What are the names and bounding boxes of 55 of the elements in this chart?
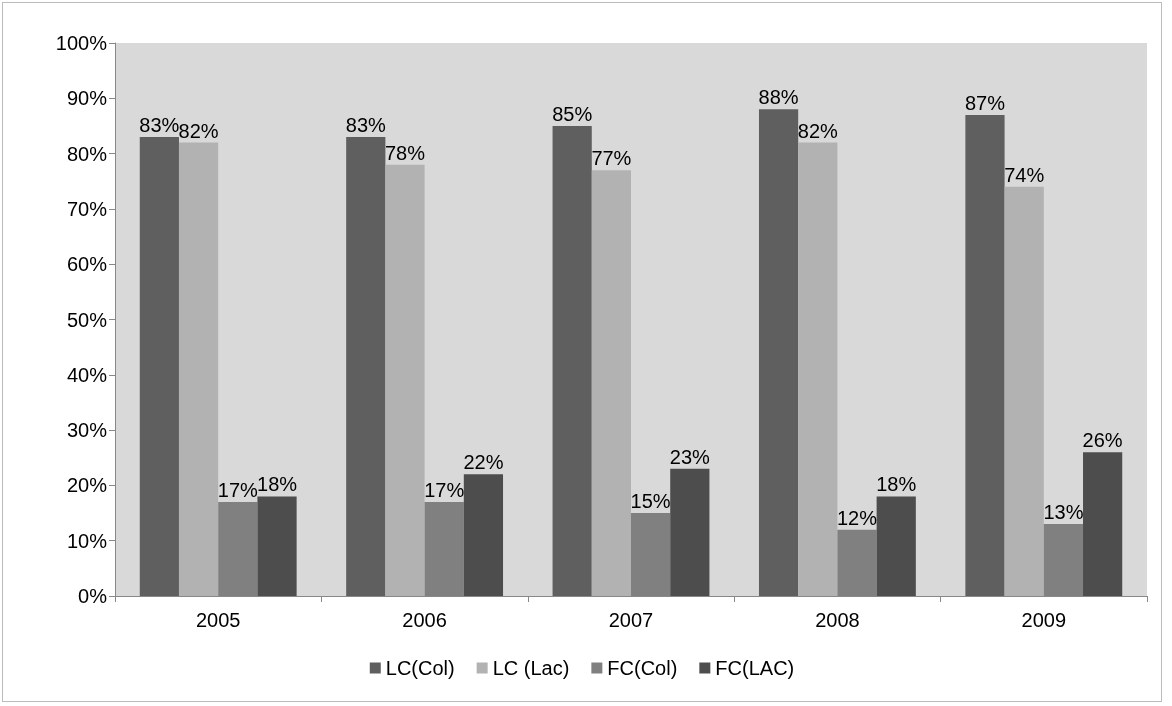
bar [346,137,386,596]
bar [257,496,297,596]
x-tick-label: 2007 [608,609,654,631]
legend-label: FC(LAC) [715,657,795,679]
bar [591,170,631,596]
y-tick-label: 40% [66,363,108,386]
legend-label: FC(Col) [607,657,678,679]
bar [876,496,916,596]
data-label: 82% [178,119,219,142]
bar [385,164,425,596]
bar [758,109,799,596]
bar [670,468,710,596]
data-label: 77% [591,147,632,170]
data-label: 83% [139,114,180,137]
legend-label: LC (Lac) [492,657,570,679]
data-label: 85% [552,102,593,125]
data-label: 88% [758,86,799,109]
data-label: 23% [669,445,711,468]
bar [1004,186,1044,596]
y-tick-label: 10% [66,529,108,552]
y-tick-label: 60% [66,253,108,276]
y-tick-label: 70% [66,197,108,220]
bar [178,142,219,596]
data-label: 17% [424,478,465,501]
x-tick-label: 2006 [402,609,447,631]
bar [965,114,1005,596]
y-tick-label: 20% [66,474,108,497]
data-label: 15% [630,490,671,513]
y-tick-label: 80% [66,142,108,165]
x-tick-label: 2008 [815,609,860,631]
y-tick-label: 30% [66,419,108,442]
legend-label: LC(Col) [385,657,455,679]
data-label: 26% [1082,429,1123,452]
bar [552,125,592,596]
y-tick-label: 100% [55,32,108,54]
x-tick-label: 2009 [1021,609,1067,631]
data-label: 18% [876,473,917,496]
data-label: 12% [836,506,878,529]
bar [798,142,838,596]
bar [1083,452,1123,596]
bar [139,137,179,596]
data-label: 78% [384,141,426,164]
y-tick-label: 0% [78,585,108,607]
data-label: 13% [1043,501,1084,524]
y-tick-label: 50% [66,308,108,331]
data-label: 18% [257,473,298,496]
x-tick-label: 2005 [195,609,241,631]
data-label: 82% [797,119,839,142]
y-tick-label: 90% [66,87,108,110]
data-label: 87% [964,91,1006,114]
bar [463,474,504,596]
data-label: 74% [1004,163,1045,186]
data-label: 17% [217,478,259,501]
data-label: 83% [345,114,387,137]
data-label: 22% [463,451,504,474]
